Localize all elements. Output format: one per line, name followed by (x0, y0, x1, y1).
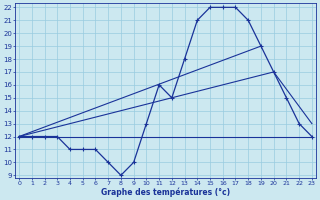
X-axis label: Graphe des températures (°c): Graphe des températures (°c) (101, 187, 230, 197)
